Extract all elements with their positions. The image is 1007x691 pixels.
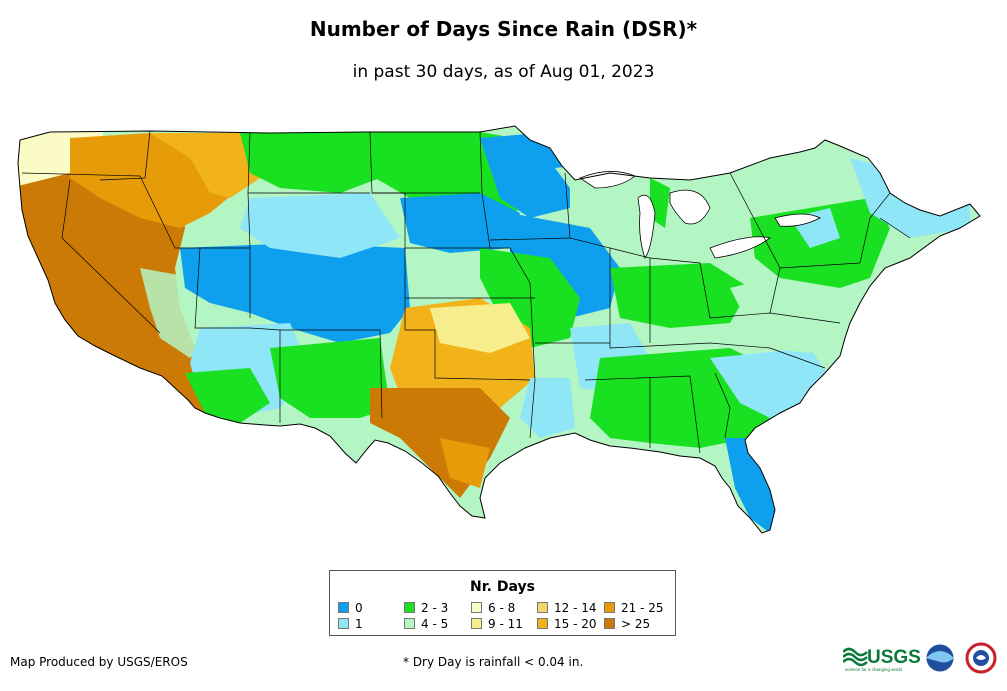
legend-label: > 25 xyxy=(621,617,651,631)
legend-swatch xyxy=(338,602,349,613)
legend-item: 9 - 11 xyxy=(471,617,523,631)
legend-item: 4 - 5 xyxy=(404,617,448,631)
usgs-wordmark: USGS xyxy=(867,647,921,668)
legend-label: 4 - 5 xyxy=(421,617,449,631)
map-subtitle: in past 30 days, as of Aug 01, 2023 xyxy=(352,62,655,82)
dry-day-footnote: * Dry Day is rainfall < 0.04 in. xyxy=(403,655,584,669)
legend-item: 6 - 8 xyxy=(471,601,515,615)
legend-label: 15 - 20 xyxy=(554,617,597,631)
legend-item: 2 - 3 xyxy=(404,601,448,615)
nws-logo xyxy=(965,642,997,674)
legend-label: 21 - 25 xyxy=(621,601,664,615)
legend-item: 21 - 25 xyxy=(604,601,664,615)
agency-logos: USGS science for a changing world xyxy=(843,642,997,674)
legend-label: 1 xyxy=(355,617,363,631)
legend-swatch xyxy=(604,602,615,613)
legend-swatch xyxy=(404,618,415,629)
legend-item: > 25 xyxy=(604,617,650,631)
legend-label: 9 - 11 xyxy=(488,617,523,631)
legend-label: 12 - 14 xyxy=(554,601,597,615)
legend-item: 1 xyxy=(338,617,363,631)
legend-swatch xyxy=(404,602,415,613)
legend-swatch xyxy=(338,618,349,629)
legend-item: 15 - 20 xyxy=(537,617,597,631)
legend-label: 6 - 8 xyxy=(488,601,516,615)
usgs-tagline: science for a changing world xyxy=(845,667,903,672)
noaa-logo xyxy=(925,643,955,673)
usgs-logo: USGS science for a changing world xyxy=(843,647,921,672)
map-title: Number of Days Since Rain (DSR)* xyxy=(309,17,698,41)
legend-swatch xyxy=(537,618,548,629)
legend-label: 2 - 3 xyxy=(421,601,449,615)
legend-swatch xyxy=(537,602,548,613)
legend-item: 12 - 14 xyxy=(537,601,597,615)
legend-item: 0 xyxy=(338,601,363,615)
legend-title: Nr. Days xyxy=(470,579,535,595)
legend-swatch xyxy=(604,618,615,629)
us-dsr-map xyxy=(17,125,981,534)
legend-swatch xyxy=(471,618,482,629)
legend: Nr. Days 0 1 2 - 3 4 - 5 6 - 8 9 - 11 12… xyxy=(329,570,676,636)
legend-swatch xyxy=(471,602,482,613)
map-credit: Map Produced by USGS/EROS xyxy=(10,655,188,669)
legend-label: 0 xyxy=(355,601,363,615)
